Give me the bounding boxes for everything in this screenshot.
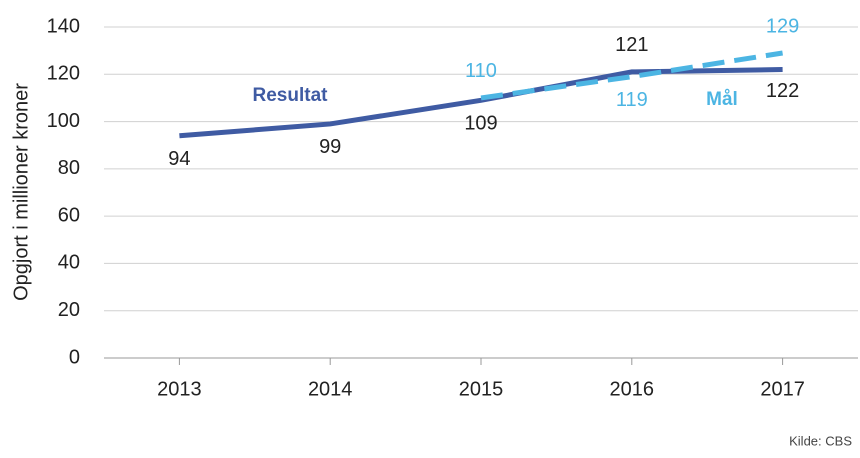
y-tick-label: 120 [47,63,80,85]
x-tick-label: 2014 [308,378,353,400]
data-label: 122 [766,80,799,102]
y-tick-label: 80 [58,157,80,179]
y-tick-label: 40 [58,252,80,274]
line-1 [480,50,783,101]
data-label: 119 [616,89,648,111]
y-axis-label: Opgjort i millioner kroner [10,83,32,301]
series-label: Mål [706,89,738,110]
data-label: 94 [168,148,190,170]
series-label: Resultat [253,85,329,106]
y-tick-label: 60 [58,204,80,226]
y-tick-label: 100 [47,110,80,132]
y-tick-label: 20 [58,299,80,321]
x-tick-label: 2017 [760,378,805,400]
y-tick-label: 0 [69,346,80,368]
x-tick-label: 2015 [459,378,504,400]
data-label: 110 [465,60,497,82]
source: Kilde: CBS [789,433,852,448]
x-tick-label: 2016 [610,378,655,400]
data-label: 129 [766,15,799,37]
data-label: 99 [319,136,341,158]
data-label: 109 [464,113,497,135]
y-tick-label: 140 [47,15,80,37]
x-tick-label: 2013 [157,378,202,400]
data-label: 121 [615,34,648,56]
